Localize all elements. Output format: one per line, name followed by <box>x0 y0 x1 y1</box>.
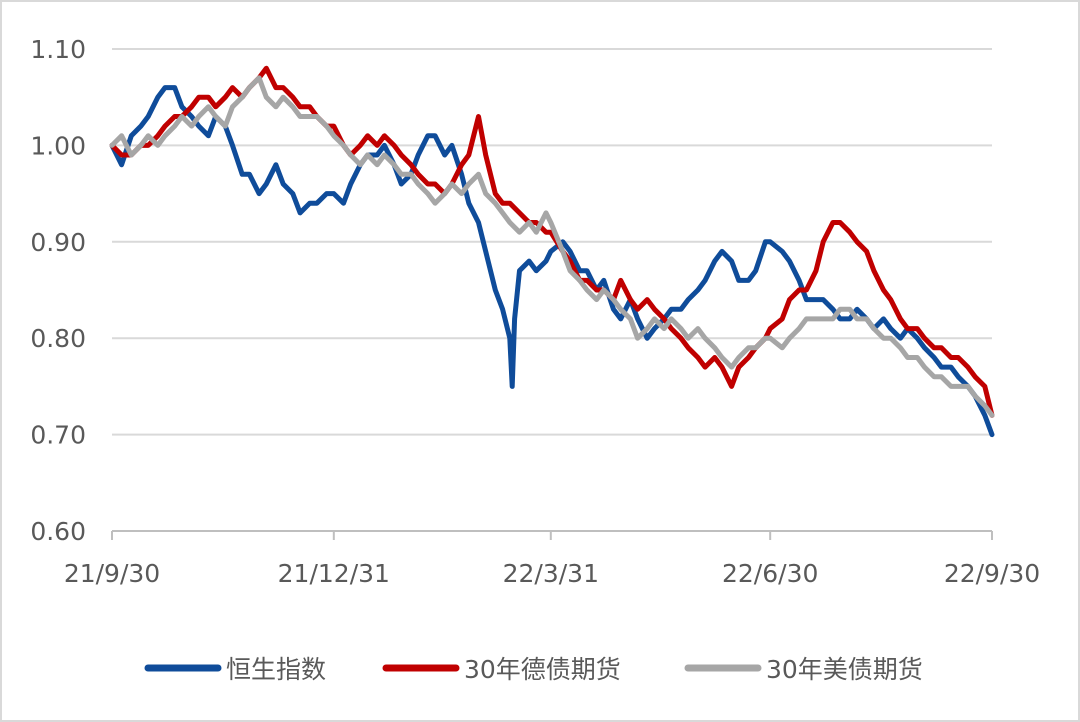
x-axis-tick-labels: 21/9/30 21/12/31 22/3/31 22/6/30 22/9/30 <box>64 559 1040 588</box>
legend-label: 恒生指数 <box>226 655 326 684</box>
y-tick-label: 0.70 <box>30 421 86 450</box>
x-tick-label: 21/9/30 <box>64 559 160 588</box>
series-line-2 <box>109 65 995 418</box>
series-line-1 <box>109 85 995 438</box>
x-tick-label: 21/12/31 <box>278 559 390 588</box>
x-axis <box>111 530 993 540</box>
series-line-3 <box>109 75 995 418</box>
legend: 恒生指数 30年德债期货 30年美债期货 <box>144 655 923 684</box>
y-tick-label: 1.10 <box>30 35 86 64</box>
legend-item-3: 30年美债期货 <box>684 655 923 684</box>
y-axis-tick-labels: 0.60 0.70 0.80 0.90 1.00 1.10 <box>30 35 86 546</box>
legend-item-2: 30年德债期货 <box>382 655 621 684</box>
y-tick-label: 0.90 <box>30 228 86 257</box>
legend-item-1: 恒生指数 <box>144 655 326 684</box>
legend-label: 30年美债期货 <box>766 655 923 684</box>
x-tick-label: 22/3/31 <box>503 559 599 588</box>
y-tick-label: 1.00 <box>30 131 86 160</box>
gridlines <box>112 48 992 436</box>
legend-label: 30年德债期货 <box>464 655 621 684</box>
y-tick-label: 0.60 <box>30 517 86 546</box>
series-lines <box>109 65 995 438</box>
x-tick-label: 22/6/30 <box>722 559 818 588</box>
x-tick-label: 22/9/30 <box>944 559 1040 588</box>
y-tick-label: 0.80 <box>30 324 86 353</box>
